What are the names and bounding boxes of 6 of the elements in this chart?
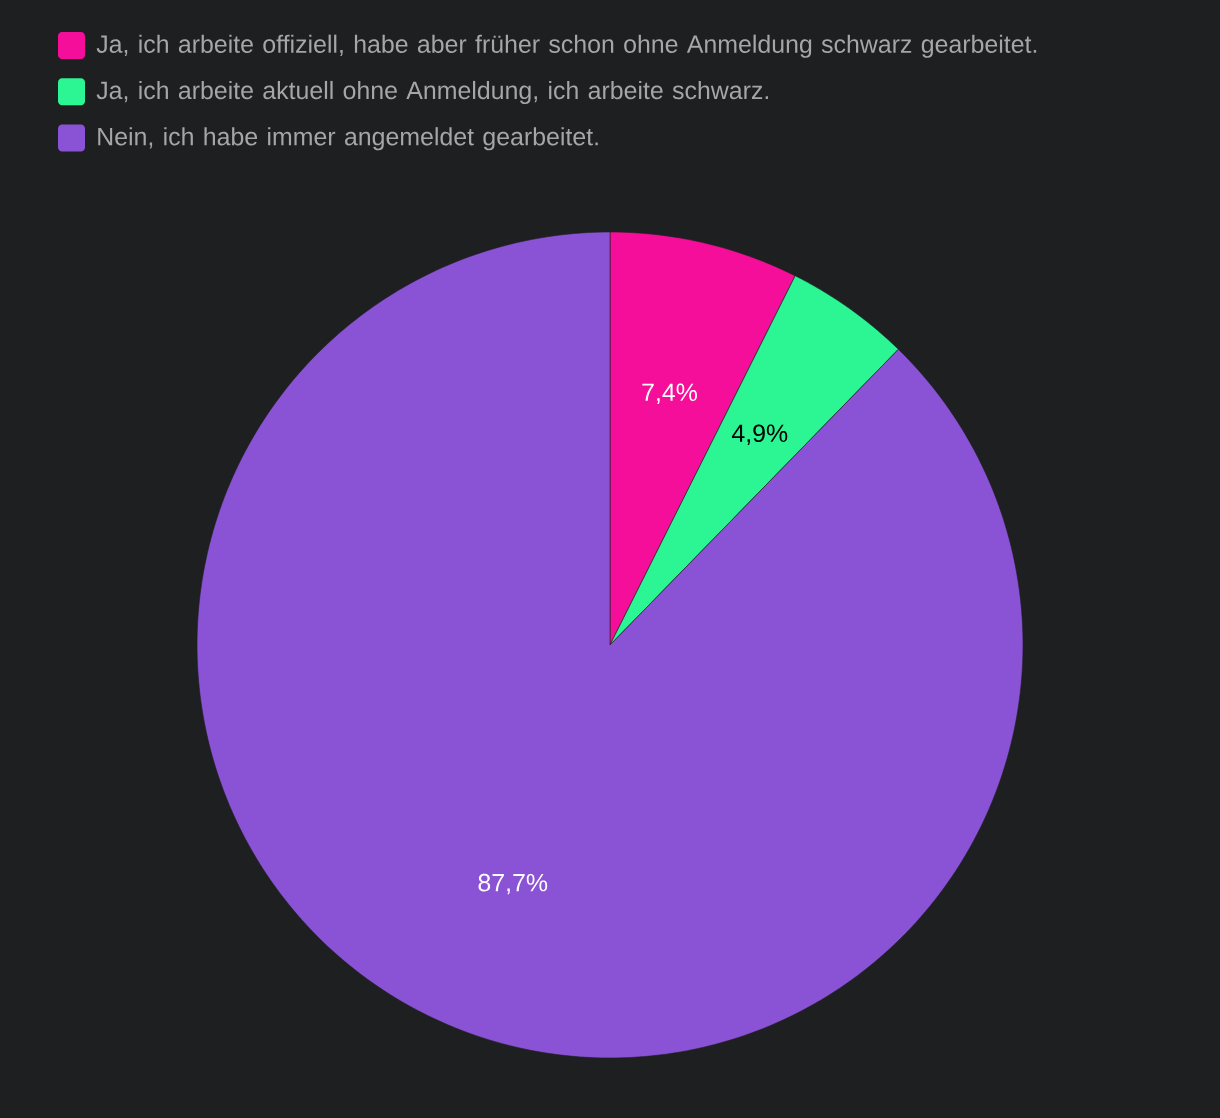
data-label: 4,9% [731, 424, 788, 446]
data-label: 7,4% [642, 383, 697, 405]
legend-label: Ja, ich arbeite offiziell, habe aber früher schon ohne Anmeldung schwarz gearbeitet. [96, 34, 1037, 58]
data-label: 87,7% [478, 873, 548, 895]
legend-label: Ja, ich arbeite aktuell ohne Anmeldung, ich arbeite schwarz. [96, 80, 769, 105]
legend-label: Nein, ich habe immer angemeldet gearbeitet. [98, 127, 598, 151]
